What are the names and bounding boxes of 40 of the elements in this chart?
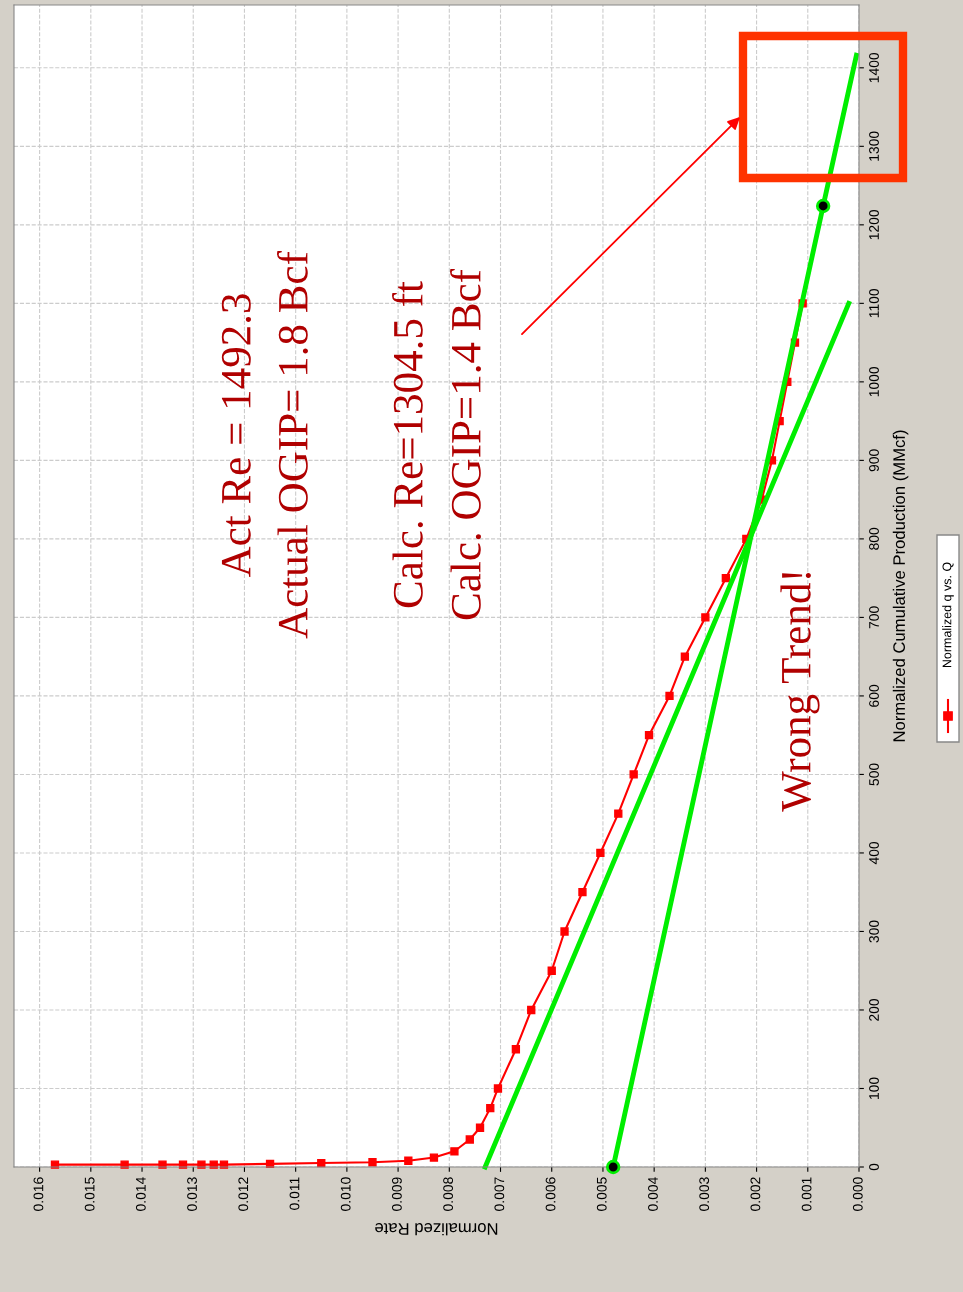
y-tick-label: 1200 — [869, 209, 879, 240]
y-tick-label: 300 — [869, 920, 879, 943]
y-tick-label: 400 — [869, 841, 879, 865]
y-tick-label: 100 — [869, 1077, 879, 1100]
annotation: Act Re = 1492.3 — [221, 294, 251, 578]
x-tick-label: 0.015 — [84, 1177, 95, 1211]
x-tick-label: 0.010 — [340, 1177, 351, 1211]
x-tick-label: 0.003 — [699, 1177, 710, 1211]
x-tick-label: 0.007 — [494, 1177, 505, 1211]
y-tick-label: 900 — [869, 449, 879, 472]
y-tick-label: 700 — [869, 606, 879, 629]
y-tick-label: 200 — [869, 998, 879, 1021]
text: Normalized q vs. Q — [942, 562, 954, 668]
y-tick-label: 500 — [869, 763, 879, 786]
x-axis-title: Normalized Rate — [375, 1223, 498, 1236]
x-tick-label: 0.004 — [648, 1177, 658, 1211]
x-tick-label: 0.001 — [801, 1177, 812, 1211]
annotation: Calc. OGIP=1.4 Bcf — [450, 269, 481, 620]
x-tick-label: 0.012 — [238, 1177, 249, 1211]
y-tick-label: 1400 — [869, 52, 879, 83]
annotation: Calc. Re=1304.5 ft — [392, 281, 423, 608]
y-axis-title: Normalized Cumulative Production (MMcf) — [892, 430, 909, 742]
x-tick-label: 0.011 — [289, 1177, 300, 1210]
annotation: Actual OGIP= 1.8 Bcf — [277, 251, 308, 639]
y-tick-label: 600 — [869, 684, 879, 707]
y-tick-label: 1000 — [869, 366, 879, 397]
y-tick-label: 0 — [869, 1163, 879, 1171]
x-tick-label: 0.009 — [391, 1177, 402, 1211]
x-tick-label: 0.000 — [852, 1177, 863, 1211]
x-tick-label: 0.006 — [545, 1177, 556, 1211]
x-tick-label: 0.016 — [33, 1177, 44, 1211]
y-tick-label: 1300 — [869, 131, 879, 161]
y-tick-label: 1100 — [869, 288, 879, 318]
x-tick-label: 0.008 — [443, 1177, 454, 1211]
annotation: Wrong Trend! — [780, 572, 820, 812]
y-tick-label: 800 — [869, 527, 879, 550]
x-tick-label: 0.005 — [596, 1177, 607, 1211]
x-tick-label: 0.002 — [750, 1177, 761, 1211]
x-tick-label: 0.013 — [187, 1177, 197, 1211]
x-tick-label: 0.014 — [135, 1177, 146, 1211]
